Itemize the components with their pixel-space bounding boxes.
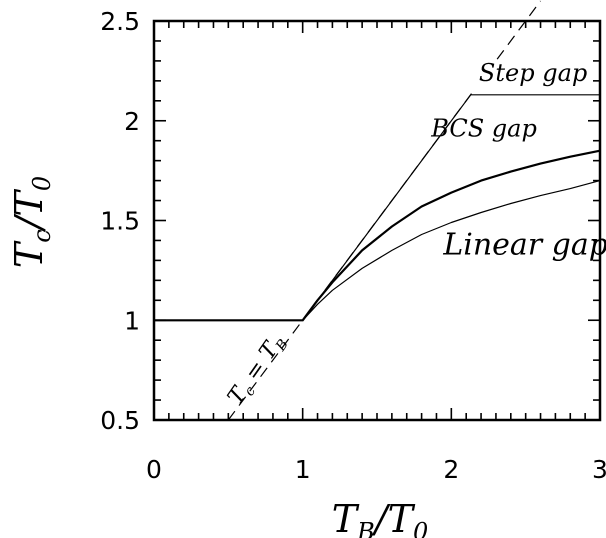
x-tick-labels: 0 1 2 3	[146, 455, 606, 484]
y-tick-label: 1	[124, 306, 140, 335]
annotation-tc-equals-tb: Tc = TB	[223, 330, 292, 412]
x-axis-label: TB/T0	[332, 497, 428, 538]
y-tick-labels: 0.5 1 1.5 2 2.5	[100, 7, 140, 435]
plot-frame	[152, 19, 602, 422]
x-tick-label: 3	[592, 455, 606, 484]
y-tick-label: 2.5	[100, 7, 140, 36]
svg-text:Tc = TB: Tc = TB	[223, 330, 292, 412]
annotation-linear-gap: Linear gap	[442, 227, 606, 262]
x-axis-label-main: T	[332, 497, 360, 538]
y-tick-label: 2	[124, 107, 140, 136]
y-axis-label-main: T	[7, 240, 51, 268]
y-axis-label-sub2: 0	[28, 176, 56, 191]
y-axis-label-sub1: c	[28, 229, 56, 242]
x-axis-label-slash: /T	[371, 497, 416, 538]
annotation-step-gap: Step gap	[479, 59, 587, 87]
annotation-bcs-gap: BCS gap	[430, 115, 537, 143]
x-tick-label: 2	[443, 455, 459, 484]
x-tick-label: 0	[146, 455, 162, 484]
y-axis-label: Tc/T0	[7, 176, 56, 268]
y-tick-label: 1.5	[100, 207, 140, 236]
y-axis-label-slash: /T	[7, 189, 51, 234]
step-gap-label-bg	[472, 62, 592, 92]
x-axis-label-sub2: 0	[413, 518, 428, 538]
x-axis-label-sub1: B	[356, 518, 375, 538]
y-tick-label: 0.5	[100, 406, 140, 435]
x-tick-label: 1	[295, 455, 311, 484]
series-line	[154, 180, 601, 321]
